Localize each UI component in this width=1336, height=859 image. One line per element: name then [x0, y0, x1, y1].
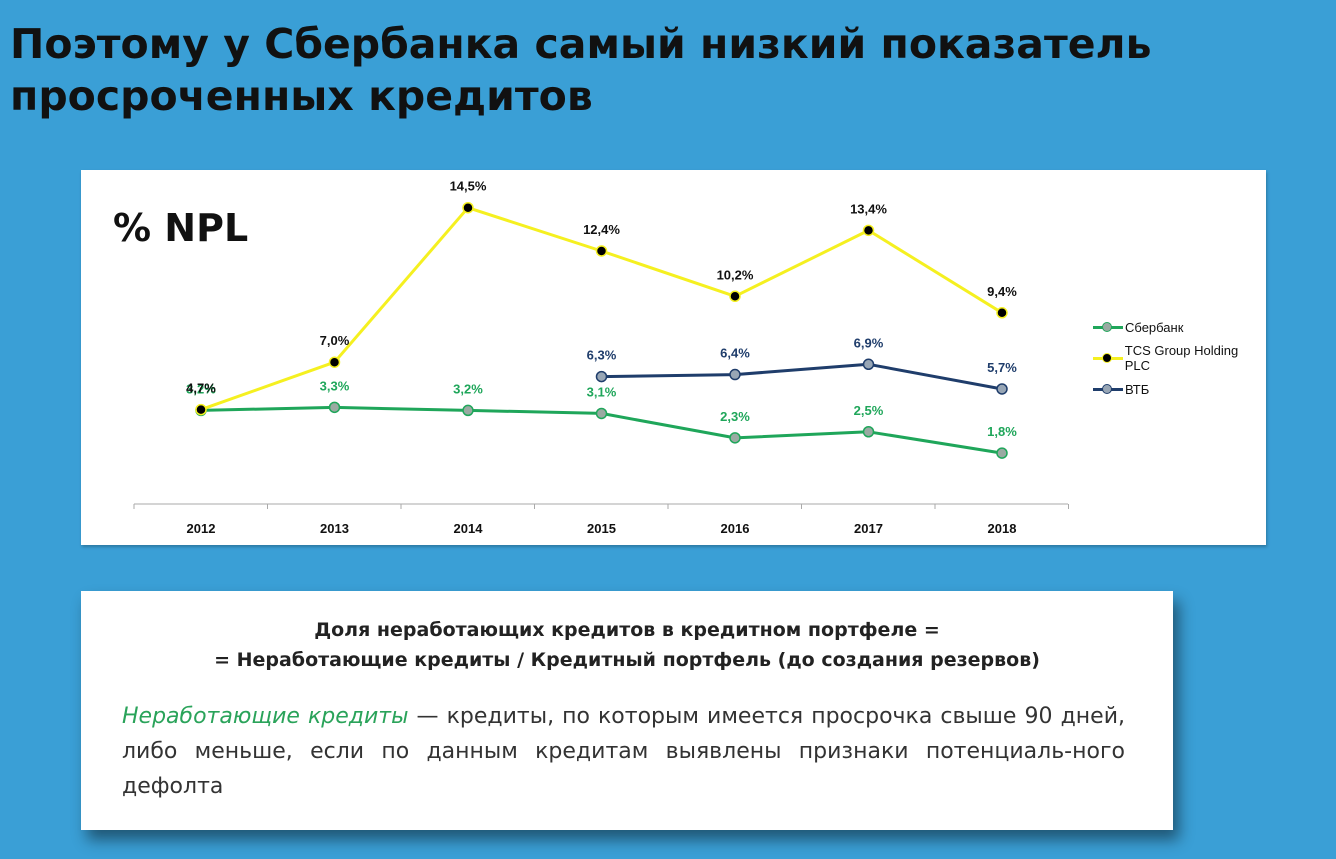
- data-label-tcs: 7,0%: [320, 333, 350, 348]
- data-point-tcs: [595, 245, 608, 257]
- legend-swatch-vtb: [1093, 383, 1123, 395]
- data-label-tcs: 14,5%: [450, 179, 487, 194]
- data-point-sberbank: [862, 426, 875, 438]
- data-label-sberbank: 1,8%: [987, 424, 1017, 439]
- data-label-tcs: 13,4%: [850, 201, 887, 216]
- definition-term: Неработающие кредиты: [122, 704, 409, 729]
- x-tick-label: 2017: [854, 521, 883, 536]
- data-point-sberbank: [595, 407, 608, 420]
- data-point-vtb: [996, 383, 1008, 395]
- data-label-sberbank: 3,3%: [320, 378, 350, 393]
- legend-item-tcs: TCS Group Holding PLC: [1093, 343, 1266, 373]
- data-label-sberbank: 3,2%: [453, 381, 483, 396]
- x-tick-label: 2018: [988, 521, 1017, 536]
- data-label-sberbank: 2,5%: [854, 403, 884, 418]
- x-tick-label: 2013: [320, 521, 349, 536]
- data-label-sberbank: 3,2%: [186, 381, 216, 396]
- series-line-vtb: [601, 362, 1003, 391]
- chart-legend: Сбербанк TCS Group Holding PLC ВТБ: [1093, 316, 1266, 409]
- legend-label-sberbank: Сбербанк: [1125, 319, 1184, 335]
- legend-label-vtb: ВТБ: [1125, 381, 1150, 397]
- npl-line-chart: 2012 2013 2014 2015 2016 2017 2018 3,2% 3,3% 3,2…: [133, 179, 1069, 536]
- x-tick-label: 2014: [454, 521, 484, 536]
- chart-title: % NPL: [113, 206, 249, 250]
- data-label-vtb: 6,9%: [854, 335, 884, 350]
- formula-line-2: = Неработающие кредиты / Кредитный портф…: [214, 649, 1040, 671]
- legend-label-tcs: TCS Group Holding PLC: [1124, 343, 1239, 373]
- data-point-sberbank: [328, 401, 341, 414]
- data-label-sberbank: 2,3%: [720, 409, 750, 424]
- data-label-tcs: 9,4%: [987, 284, 1017, 299]
- x-tick-label: 2012: [187, 521, 216, 536]
- data-point-vtb: [862, 358, 875, 371]
- data-label-tcs: 10,2%: [717, 267, 754, 282]
- formula-line-1: Доля неработающих кредитов в кредитном п…: [314, 619, 940, 641]
- data-point-sberbank: [462, 404, 474, 417]
- data-label-vtb: 6,4%: [720, 346, 750, 361]
- data-label-sberbank: 3,1%: [587, 384, 617, 399]
- data-point-tcs: [195, 403, 207, 416]
- data-point-tcs: [996, 307, 1008, 319]
- data-label-tcs: 4,7%: [186, 381, 216, 396]
- x-tick-label: 2015: [587, 521, 616, 536]
- data-label-vtb: 6,3%: [587, 348, 617, 363]
- definition-body: — кредиты, по которым имеется просрочка …: [122, 704, 1125, 799]
- npl-chart-panel: % NPL 2012 2013 2014 2015 2016 2017 2018 3,2% 3…: [81, 170, 1266, 545]
- legend-item-vtb: ВТБ: [1093, 378, 1266, 400]
- data-label-vtb: 5,7%: [987, 360, 1017, 375]
- data-point-sberbank: [729, 432, 741, 444]
- slide-title: Поэтому у Сбербанка самый низкий показат…: [10, 20, 1152, 120]
- data-point-vtb: [595, 370, 608, 383]
- data-point-tcs: [862, 224, 875, 237]
- x-tick-label: 2016: [721, 521, 750, 536]
- data-point-tcs: [462, 201, 474, 214]
- definition-text: Неработающие кредиты — кредиты, по котор…: [122, 699, 1125, 804]
- data-point-sberbank: [996, 447, 1008, 459]
- legend-swatch-sberbank: [1093, 321, 1123, 333]
- definition-panel: Доля неработающих кредитов в кредитном п…: [81, 591, 1173, 830]
- data-point-tcs: [729, 290, 741, 303]
- legend-swatch-tcs: [1093, 352, 1123, 364]
- data-point-tcs: [328, 356, 341, 368]
- data-point-vtb: [729, 368, 741, 381]
- data-label-tcs: 12,4%: [583, 222, 620, 237]
- legend-item-sberbank: Сбербанк: [1093, 316, 1266, 338]
